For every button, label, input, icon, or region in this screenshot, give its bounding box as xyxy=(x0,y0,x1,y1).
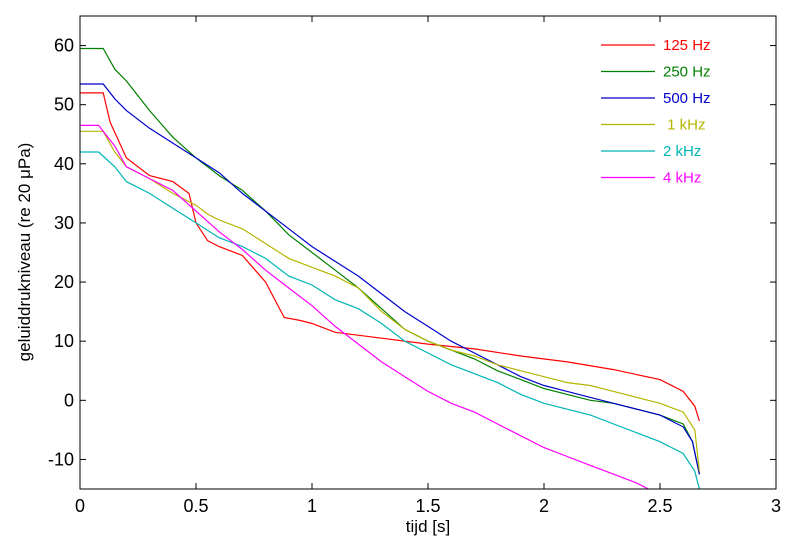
x-tick-label: 2.5 xyxy=(647,496,672,516)
series-layer xyxy=(80,47,700,489)
legend-label-0: 125 Hz xyxy=(663,37,711,54)
x-tick-label: 0 xyxy=(75,496,85,516)
legend-label-1: 250 Hz xyxy=(663,64,711,81)
series-line-5 xyxy=(80,124,649,489)
x-tick-label: 1 xyxy=(307,496,317,516)
y-tick-label: 30 xyxy=(54,213,74,233)
tick-layer: 0 0.5 1 1.5 2 2.5 3 -10 0 10 20 30 40 50 60 xyxy=(48,16,781,516)
y-tick-label: 0 xyxy=(64,390,74,410)
series-line-0 xyxy=(80,92,700,422)
plot-frame xyxy=(79,15,777,490)
y-tick-label: 10 xyxy=(54,331,74,351)
legend-label-3: 1 kHz xyxy=(663,117,706,134)
legend-label-4: 2 kHz xyxy=(663,143,701,160)
plot-background xyxy=(80,16,776,489)
y-tick-label: 60 xyxy=(54,36,74,56)
x-tick-label: 2 xyxy=(539,496,549,516)
series-line-2 xyxy=(80,83,700,475)
legend-label-2: 500 Hz xyxy=(663,90,711,107)
series-line-4 xyxy=(80,151,700,489)
y-tick-label: 50 xyxy=(54,95,74,115)
x-tick-label: 3 xyxy=(771,496,781,516)
y-tick-label: 20 xyxy=(54,272,74,292)
y-tick-label: -10 xyxy=(48,449,74,469)
x-axis-label: tijd [s] xyxy=(406,517,450,536)
x-tick-label: 1.5 xyxy=(415,496,440,516)
series-line-3 xyxy=(80,130,700,472)
y-axis-label: geluiddrukniveau (re 20 μPa) xyxy=(15,143,34,362)
y-tick-label: 40 xyxy=(54,154,74,174)
legend-label-5: 4 kHz xyxy=(663,170,701,187)
legend: 125 Hz 250 Hz 500 Hz 1 kHz 2 kHz 4 kHz xyxy=(601,37,711,187)
x-tick-label: 0.5 xyxy=(183,496,208,516)
